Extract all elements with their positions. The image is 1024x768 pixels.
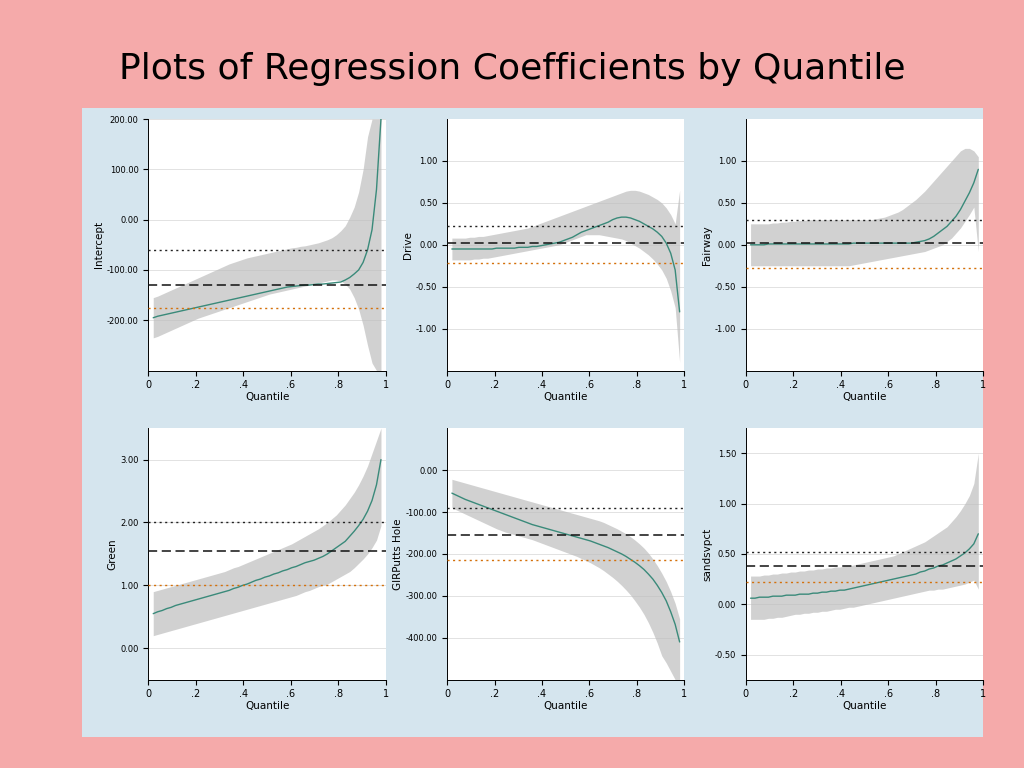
- X-axis label: Quantile: Quantile: [245, 700, 290, 711]
- Y-axis label: Drive: Drive: [403, 231, 414, 259]
- X-axis label: Quantile: Quantile: [544, 700, 588, 711]
- Y-axis label: Green: Green: [108, 538, 118, 570]
- X-axis label: Quantile: Quantile: [544, 392, 588, 402]
- X-axis label: Quantile: Quantile: [245, 392, 290, 402]
- Y-axis label: sandsvpct: sandsvpct: [701, 528, 712, 581]
- Y-axis label: GIRPutts Hole: GIRPutts Hole: [392, 518, 402, 590]
- Y-axis label: Intercept: Intercept: [94, 221, 104, 268]
- Text: Plots of Regression Coefficients by Quantile: Plots of Regression Coefficients by Quan…: [119, 52, 905, 86]
- X-axis label: Quantile: Quantile: [842, 700, 887, 711]
- Y-axis label: Fairway: Fairway: [701, 225, 712, 265]
- X-axis label: Quantile: Quantile: [842, 392, 887, 402]
